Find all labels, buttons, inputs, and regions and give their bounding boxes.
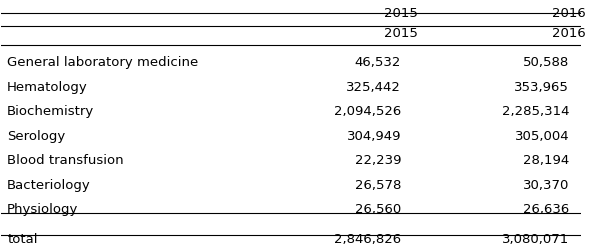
Text: Biochemistry: Biochemistry [7, 105, 94, 118]
Text: 22,239: 22,239 [355, 154, 401, 167]
Text: Serology: Serology [7, 130, 65, 143]
Text: General laboratory medicine: General laboratory medicine [7, 56, 198, 69]
Text: 26,560: 26,560 [355, 203, 401, 216]
Text: 304,949: 304,949 [347, 130, 401, 143]
Text: 2015: 2015 [384, 27, 418, 40]
Text: 28,194: 28,194 [523, 154, 569, 167]
Text: 2016: 2016 [552, 7, 586, 20]
Text: 3,080,071: 3,080,071 [502, 233, 569, 246]
Text: 2016: 2016 [552, 27, 586, 40]
Text: 353,965: 353,965 [514, 81, 569, 94]
Text: 2,285,314: 2,285,314 [502, 105, 569, 118]
Text: Hematology: Hematology [7, 81, 88, 94]
Text: 325,442: 325,442 [346, 81, 401, 94]
Text: Bacteriology: Bacteriology [7, 179, 91, 192]
Text: 305,004: 305,004 [514, 130, 569, 143]
Text: 26,636: 26,636 [523, 203, 569, 216]
Text: total: total [7, 233, 38, 246]
Text: Blood transfusion: Blood transfusion [7, 154, 124, 167]
Text: 30,370: 30,370 [523, 179, 569, 192]
Text: 46,532: 46,532 [355, 56, 401, 69]
Text: 50,588: 50,588 [523, 56, 569, 69]
Text: 2,094,526: 2,094,526 [334, 105, 401, 118]
Text: 2,846,826: 2,846,826 [334, 233, 401, 246]
Text: 26,578: 26,578 [355, 179, 401, 192]
Text: Physiology: Physiology [7, 203, 78, 216]
Text: 2015: 2015 [384, 7, 418, 20]
